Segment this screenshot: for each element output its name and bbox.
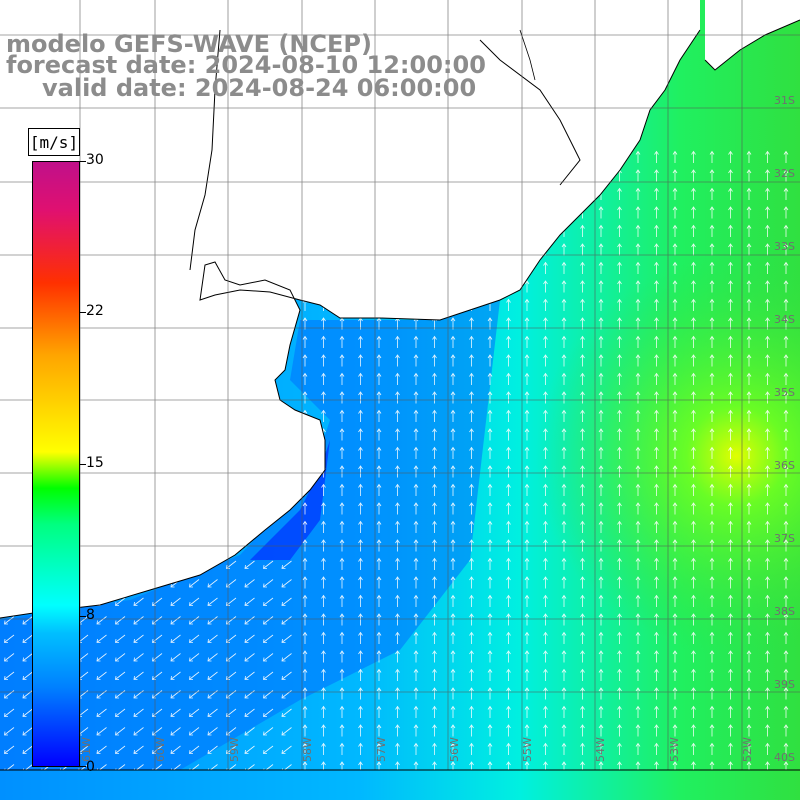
colorbar-tick-label: 0 — [86, 759, 95, 775]
grid — [0, 0, 800, 770]
lat-label: 31S — [774, 94, 795, 107]
lon-label: 57W — [375, 737, 388, 762]
colorbar-unit-label: [m/s] — [28, 128, 80, 156]
lon-label: 60W — [154, 737, 167, 762]
lon-label: 61W — [80, 737, 93, 762]
colorbar-tick-label: 15 — [86, 455, 104, 471]
lat-label: 33S — [774, 240, 795, 253]
lon-label: 56W — [448, 737, 461, 762]
lon-label: 54W — [594, 737, 607, 762]
coastline — [0, 29, 701, 619]
lon-label: 53W — [668, 737, 681, 762]
colorbar-tick-mark — [80, 766, 86, 767]
colorbar-tick-mark — [80, 312, 86, 313]
colorbar — [32, 161, 80, 767]
lat-label: 38S — [774, 605, 795, 618]
coastline-northeast — [704, 19, 800, 71]
lat-label: 32S — [774, 167, 795, 180]
land-mass — [0, 0, 700, 618]
colorbar-tick-mark — [80, 616, 86, 617]
title-valid-date: valid date: 2024-08-24 06:00:00 — [42, 74, 477, 102]
latitude-labels: 31S 32S 33S 34S 35S 36S 37S 38S 39S 40S — [774, 94, 795, 764]
lat-label: 34S — [774, 313, 795, 326]
lat-label: 39S — [774, 678, 795, 691]
colorbar-tick-mark — [80, 464, 86, 465]
border-line-2 — [479, 39, 581, 186]
lon-label: 58W — [301, 737, 314, 762]
border-line — [189, 29, 221, 271]
lon-label: 55W — [521, 737, 534, 762]
lat-label: 40S — [774, 751, 795, 764]
lon-label: 52W — [741, 737, 754, 762]
colorbar-tick-label: 30 — [86, 152, 104, 168]
colorbar-tick-label: 8 — [86, 607, 95, 623]
colorbar-tick-label: 22 — [86, 303, 104, 319]
lon-label: 59W — [228, 737, 241, 762]
longitude-labels: 61W 60W 59W 58W 57W 56W 55W 54W 53W 52W — [80, 737, 754, 762]
border-line-3 — [519, 29, 536, 81]
lat-label: 36S — [774, 459, 795, 472]
lat-label: 37S — [774, 532, 795, 545]
lat-label: 35S — [774, 386, 795, 399]
title-model: modelo GEFS-WAVE (NCEP) — [6, 30, 372, 58]
colorbar-tick-mark — [80, 161, 86, 162]
title-forecast-date: forecast date: 2024-08-10 12:00:00 — [6, 51, 486, 79]
